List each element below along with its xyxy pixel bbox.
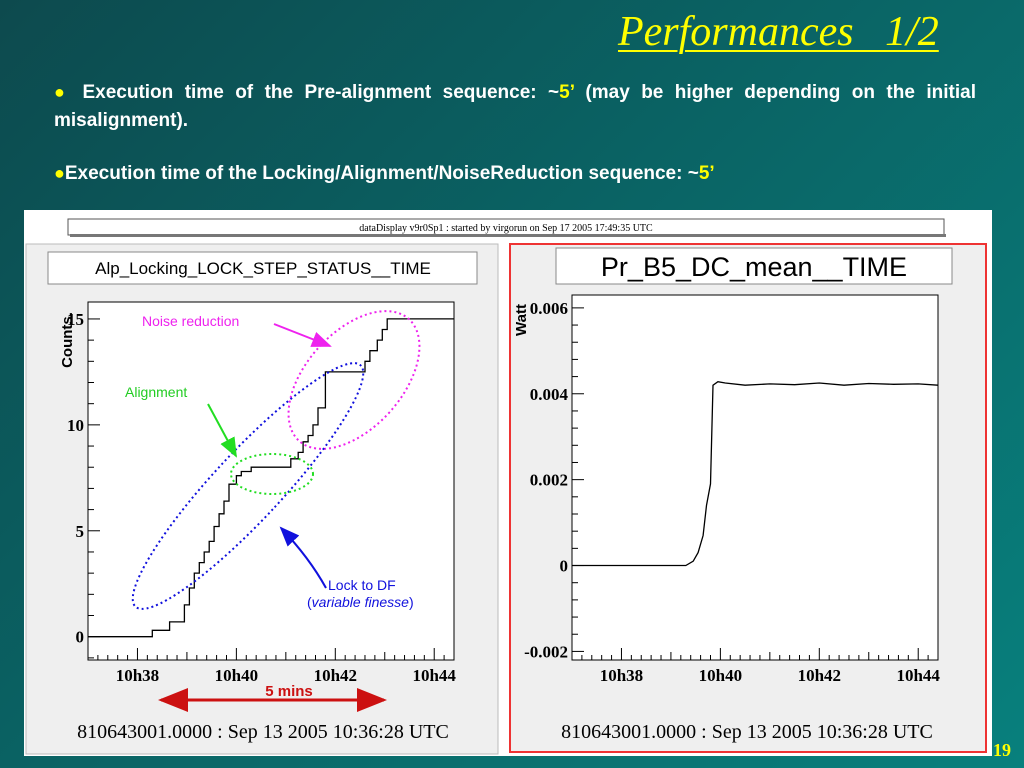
titlebar-shadow [70, 234, 946, 237]
right-chart-title: Pr_B5_DC_mean__TIME [601, 252, 907, 282]
left-chart-title: Alp_Locking_LOCK_STEP_STATUS__TIME [95, 259, 431, 278]
left-plot-area: 10h38 10h40 10h42 10h44 0 5 10 15 [67, 301, 456, 685]
window-title: dataDisplay v9r0Sp1 : started by virgoru… [359, 223, 653, 234]
x-tick-label: 10h38 [600, 666, 643, 685]
left-y-label: Counts. [59, 312, 76, 368]
lock-to-df-label: Lock to DF [328, 577, 396, 593]
y-tick-label: 0.002 [530, 471, 568, 490]
bullet1-text: Execution time of the Pre-alignment sequ… [82, 82, 560, 103]
left-title-box [47, 251, 478, 285]
x-tick-label: 10h42 [314, 666, 357, 685]
noise-reduction-label: Noise reduction [142, 313, 239, 329]
y-tick-label: 0 [76, 628, 85, 647]
bullet-dot-icon: ● [54, 163, 65, 183]
bullet1-text-after: (may be higher depending on the initial … [54, 82, 976, 131]
x-tick-label: 10h42 [798, 666, 841, 685]
plot-frame [571, 294, 939, 661]
x-tick-label: 10h44 [896, 666, 940, 685]
y-tick-label: 10 [67, 416, 84, 435]
variable-finesse-text: variable finesse [312, 594, 409, 610]
right-title-box [555, 247, 953, 285]
variable-finesse-label: (variable finesse) [307, 594, 414, 610]
y-tick-label: 0.004 [530, 385, 569, 404]
lock-to-df-arrow [279, 526, 327, 589]
noise-reduction-arrow [273, 323, 332, 347]
alignment-ellipse [230, 453, 314, 495]
y-tick-label: 5 [76, 522, 85, 541]
alignment-label: Alignment [125, 384, 187, 400]
lock-to-df-ellipse [131, 362, 365, 610]
x-tick-label: 10h38 [116, 666, 159, 685]
bullet2-text: Execution time of the Locking/Alignment/… [64, 163, 699, 184]
right-plot-area: 10h38 10h40 10h42 10h44 -0.002 0 0.002 0.004 0.0… [524, 294, 940, 685]
series-line-1-0 [572, 381, 939, 567]
alignment-arrow [207, 403, 237, 458]
x-tick-label: 10h40 [699, 666, 742, 685]
bullet-locking: ●Execution time of the Locking/Alignment… [54, 159, 954, 188]
y-tick-label: 0.006 [530, 299, 568, 318]
left-timestamp: 810643001.0000 : Sep 13 2005 10:36:28 UT… [77, 721, 449, 743]
figure-canvas: dataDisplay v9r0Sp1 : started by virgoru… [25, 218, 987, 755]
x-tick-label: 10h44 [412, 666, 456, 685]
y-tick-label: -0.002 [524, 642, 568, 661]
y-tick-label: 0 [560, 557, 569, 576]
plot-frame [87, 301, 455, 661]
right-y-label: Watt [513, 304, 530, 336]
bullet-dot-icon: ● [54, 82, 72, 102]
data-display-figure: dataDisplay v9r0Sp1 : started by virgoru… [24, 210, 992, 756]
bullet-preallignment: ● Execution time of the Pre-alignment se… [54, 78, 976, 135]
x-tick-label: 10h40 [215, 666, 258, 685]
bullet2-value: 5’ [698, 163, 715, 184]
y-tick-label: 15 [67, 310, 84, 329]
right-timestamp: 810643001.0000 : Sep 13 2005 10:36:28 UT… [561, 721, 933, 743]
slide-number: 19 [993, 740, 1011, 760]
slide-title: Performances 1/2 [618, 9, 939, 55]
bullet1-value: 5’ [559, 82, 574, 103]
five-mins-label: 5 mins [265, 683, 313, 700]
